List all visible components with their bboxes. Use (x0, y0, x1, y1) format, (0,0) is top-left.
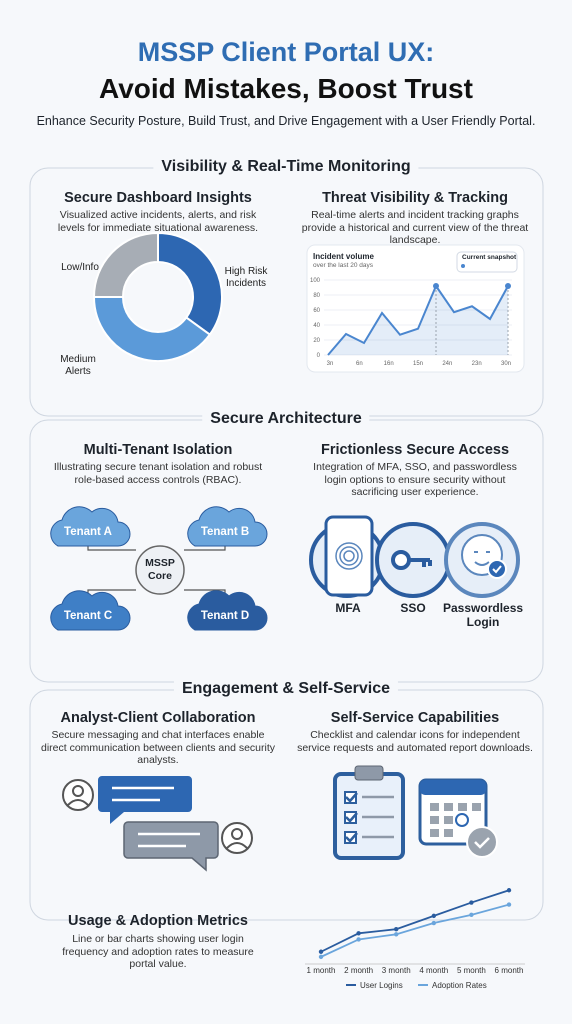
x-tick-label: 4 month (419, 966, 448, 975)
chat-icons (62, 776, 253, 872)
line (320, 903, 510, 958)
x-tick-label: 24n (442, 361, 452, 367)
chart-subtitle: over the last 20 days (313, 262, 373, 269)
cloud (50, 590, 131, 631)
tenant-label: Tenant B (200, 526, 250, 538)
x-tick-label: 6n (356, 361, 363, 367)
title: Avoid Mistakes, Boost Trust (99, 73, 473, 104)
x-tick-label: 16n (384, 361, 394, 367)
point (431, 913, 436, 919)
x-tick-label: 30n (501, 361, 511, 367)
y-tick-label: 80 (313, 293, 320, 299)
panel-title: Frictionless Secure Access (320, 442, 510, 458)
point (356, 937, 361, 942)
line (327, 283, 509, 356)
panel-title: Multi-Tenant Isolation (83, 442, 233, 458)
y-tick-label: 0 (317, 353, 321, 359)
point (431, 920, 436, 926)
self-service-icons (333, 765, 498, 860)
legend-label: Adoption Rates (432, 981, 487, 990)
x-tick-label: 15n (413, 361, 423, 367)
x-tick-label: 6 month (495, 966, 524, 975)
point (505, 283, 511, 289)
area (328, 286, 508, 355)
cloud (50, 506, 131, 547)
point (318, 949, 324, 954)
panel-title: Self-Service Capabilities (330, 710, 500, 726)
point (318, 954, 324, 960)
point (356, 931, 361, 936)
legend-label: User Logins (360, 981, 403, 990)
x-tick-label: 2 month (344, 966, 373, 975)
x-tick-label: 3 month (382, 966, 411, 975)
panel-text: Illustrating secure tenant isolation and… (53, 461, 263, 486)
legend-label: Current snapshot (462, 254, 517, 261)
donut-label: Low/Info (61, 262, 99, 273)
access-label: MFA (335, 601, 361, 615)
panel-text: Visualized active incidents, alerts, and… (57, 209, 259, 234)
panel-title: Secure Dashboard Insights (64, 190, 252, 206)
section-title: Visibility & Real-Time Monitoring (153, 157, 419, 177)
subtitle: Enhance Security Posture, Build Trust, a… (36, 114, 536, 128)
panel-text: Real-time alerts and incident tracking g… (301, 209, 529, 247)
donut-slice (157, 231, 223, 337)
chart-title: Incident volume (313, 252, 374, 261)
section-title: Secure Architecture (202, 409, 370, 429)
legend-box (456, 251, 518, 273)
donut-slice (92, 296, 212, 362)
x-tick-label: 5 month (457, 966, 486, 975)
panel-text: Secure messaging and chat interfaces ena… (40, 729, 276, 767)
access-label: SSO (400, 601, 426, 615)
title: MSSP Client Portal UX: (137, 37, 435, 67)
panel-text: Checklist and calendar icons for indepen… (297, 729, 533, 754)
core-node (135, 545, 185, 595)
point (469, 912, 474, 918)
x-tick-label: 3n (327, 361, 334, 367)
cloud (187, 590, 268, 631)
point (469, 900, 474, 905)
y-tick-label: 40 (313, 323, 320, 329)
panel-text: Line or bar charts showing user login fr… (62, 933, 254, 971)
tenant-label: Tenant A (64, 526, 112, 538)
point (506, 902, 512, 907)
donut-label: High Risk Incidents (224, 266, 268, 289)
panel-text: Integration of MFA, SSO, and passwordles… (313, 461, 517, 499)
donut-slice (92, 231, 159, 298)
legend-dot (461, 264, 465, 268)
y-tick-label: 20 (313, 338, 320, 344)
line (320, 889, 510, 953)
tenant-label: Tenant D (200, 610, 250, 622)
y-tick-label: 60 (313, 308, 320, 314)
point (394, 927, 399, 932)
point (506, 888, 512, 893)
panel-title: Usage & Adoption Metrics (68, 913, 248, 929)
tenant-label: Tenant C (63, 610, 113, 622)
x-tick-label: 1 month (307, 966, 336, 975)
donut-label: Medium Alerts (60, 354, 96, 377)
access-label: Passwordless Login (443, 601, 524, 630)
cloud (187, 506, 268, 547)
access-icons (309, 515, 520, 598)
panel-title: Threat Visibility & Tracking (322, 190, 508, 206)
panel-title: Analyst-Client Collaboration (60, 710, 256, 726)
section-title: Engagement & Self-Service (173, 679, 399, 699)
dynamic-marks: 0 20 40 60 80 100 3n 6n 16n 15n 24n 23n 30n 1 month 2 … (50, 231, 525, 990)
point (433, 283, 439, 289)
x-tick-label: 23n (472, 361, 482, 367)
core-label: MSSP Core (145, 557, 175, 582)
point (394, 932, 399, 937)
y-tick-label: 100 (310, 278, 321, 284)
